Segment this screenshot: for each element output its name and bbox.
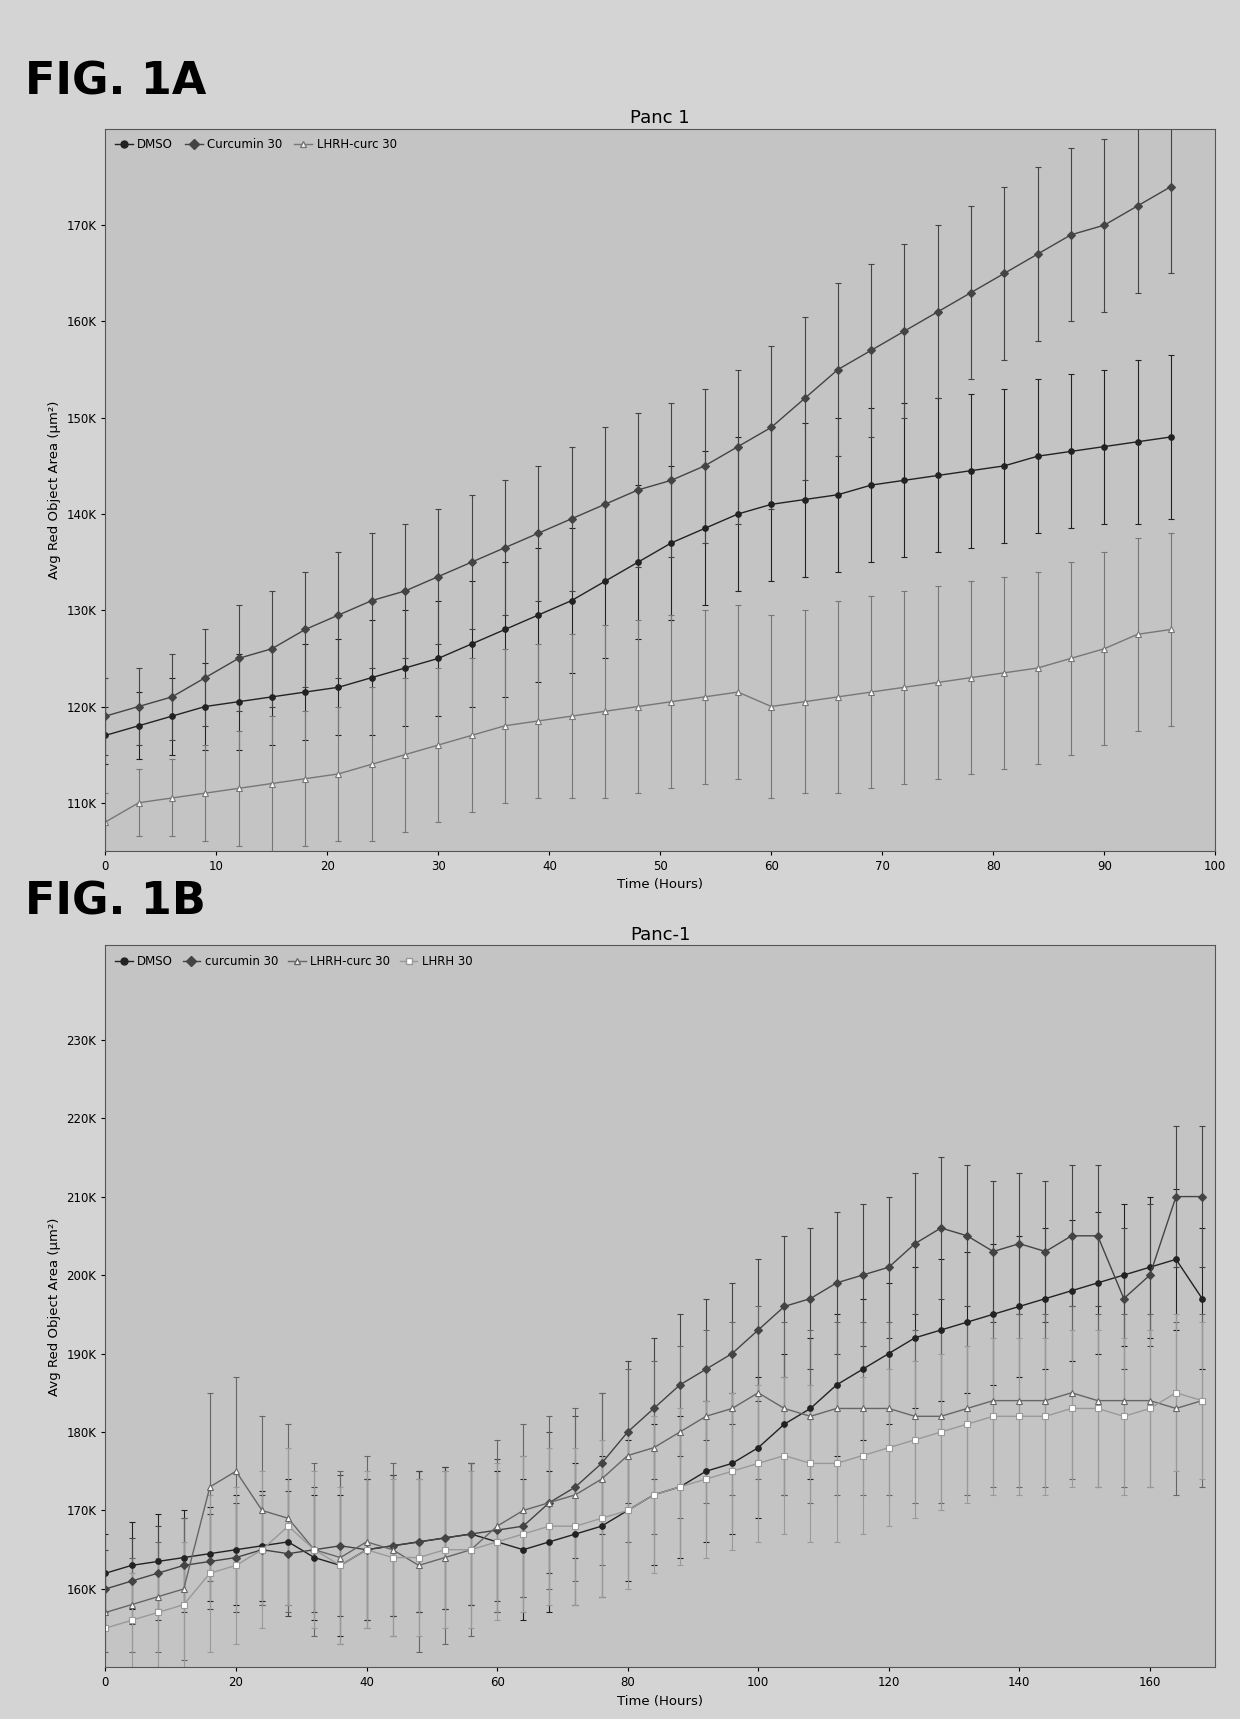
Text: FIG. 1B: FIG. 1B [25,880,206,923]
Title: Panc 1: Panc 1 [630,110,691,127]
X-axis label: Time (Hours): Time (Hours) [618,1695,703,1709]
Title: Panc-1: Panc-1 [630,927,691,944]
Legend: DMSO, curcumin 30, LHRH-curc 30, LHRH 30: DMSO, curcumin 30, LHRH-curc 30, LHRH 30 [112,951,476,971]
Y-axis label: Avg Red Object Area (μm²): Avg Red Object Area (μm²) [48,401,61,579]
Legend: DMSO, Curcumin 30, LHRH-curc 30: DMSO, Curcumin 30, LHRH-curc 30 [112,134,401,155]
Y-axis label: Avg Red Object Area (μm²): Avg Red Object Area (μm²) [48,1217,61,1396]
X-axis label: Time (Hours): Time (Hours) [618,878,703,892]
Text: FIG. 1A: FIG. 1A [25,60,206,103]
